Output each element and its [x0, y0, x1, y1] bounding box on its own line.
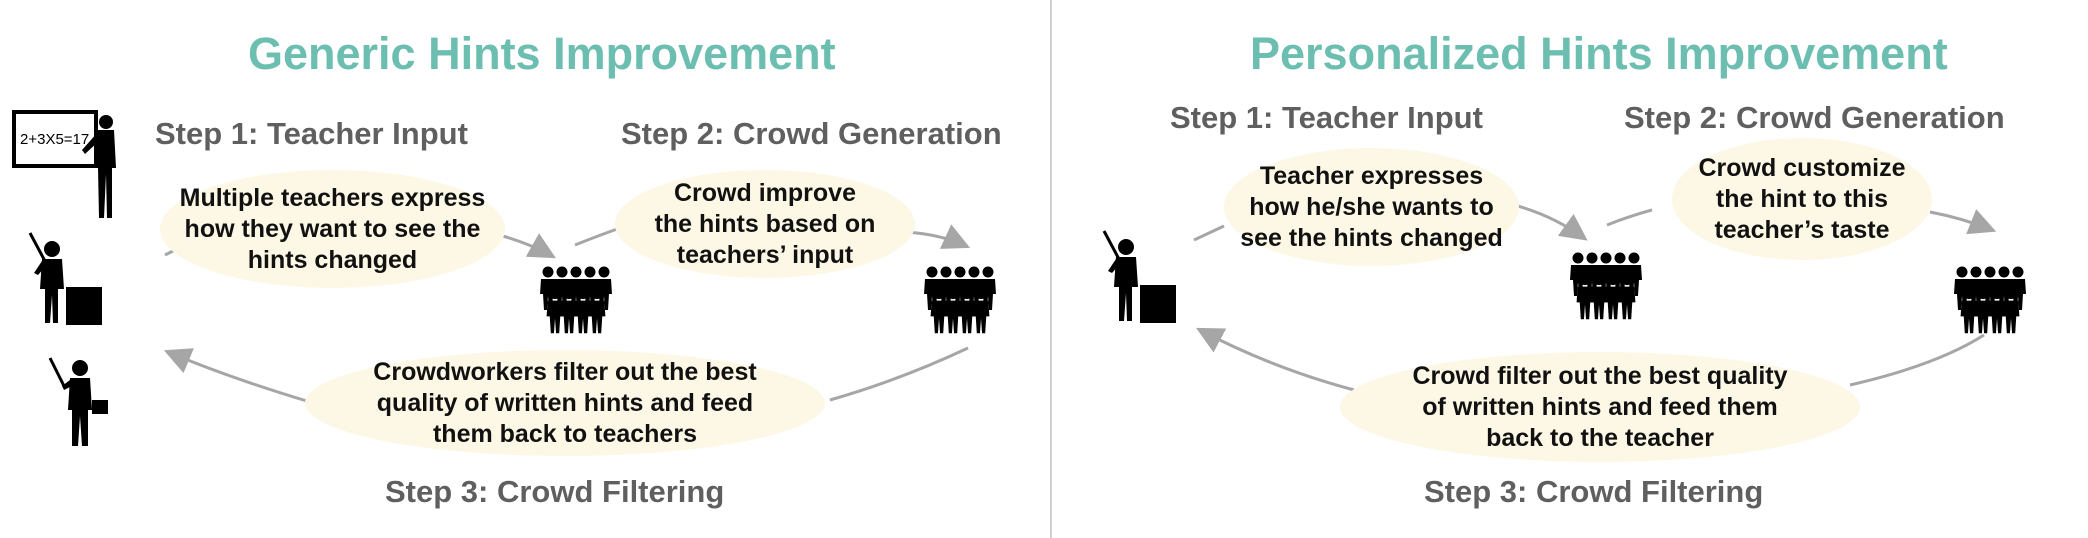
personalized-step3-label: Step 3: Crowd Filtering [1424, 474, 1764, 509]
arrow-icon [163, 348, 311, 404]
arrow-icon [1849, 333, 1985, 387]
panel-divider [1050, 0, 1052, 538]
arrow-icon [829, 346, 969, 402]
crowd-icon [1566, 248, 1646, 328]
personalized-bubble3-text: Crowd filter out the best quality of wri… [1412, 361, 1788, 452]
personalized-bubble2-text: Crowd customize the hint to this teacher… [1698, 153, 1906, 244]
arrow-icon [1606, 208, 1653, 227]
arrow-icon [574, 226, 621, 247]
arrow-icon [1513, 203, 1588, 241]
personalized-title: Personalized Hints Improvement [1250, 28, 1948, 79]
arrow-icon [1193, 224, 1225, 242]
personalized-bubble-crowd-generation: Crowd customize the hint to this teacher… [1672, 138, 1932, 260]
arrow-icon [904, 224, 971, 249]
generic-arrows [163, 224, 971, 404]
generic-step3-label: Step 3: Crowd Filtering [385, 474, 725, 509]
teacher-board-icon: 2+3X5=17 [12, 110, 116, 218]
arrow-icon [1929, 209, 1997, 235]
generic-bubble-crowd-filtering: Crowdworkers filter out the best quality… [305, 350, 825, 456]
personalized-arrows [1193, 203, 1997, 392]
personalized-panel: Personalized Hints Improvement Step 1: T… [1052, 0, 2088, 538]
generic-bubble3-text: Crowdworkers filter out the best quality… [373, 357, 757, 448]
crowd-icon [536, 262, 616, 342]
generic-bubble-teacher-input: Multiple teachers express how they want … [160, 170, 505, 288]
personalized-step1-label: Step 1: Teacher Input [1170, 100, 1483, 135]
generic-bubble2-text: Crowd improve the hints based on teacher… [654, 178, 876, 269]
generic-bubble1-text: Multiple teachers express how they want … [179, 183, 486, 274]
generic-step2-label: Step 2: Crowd Generation [621, 116, 1002, 151]
personalized-bubble-teacher-input: Teacher expresses how he/she wants to se… [1224, 148, 1519, 266]
crowd-icon [1950, 262, 2030, 342]
board-equation: 2+3X5=17 [20, 131, 89, 148]
teacher-desk-icon [1102, 229, 1178, 325]
teacher-desk-icon [28, 231, 104, 327]
arrow-icon [1196, 327, 1355, 392]
generic-title: Generic Hints Improvement [248, 28, 836, 79]
crowd-icon [920, 262, 1000, 342]
generic-bubble-crowd-generation: Crowd improve the hints based on teacher… [615, 170, 915, 278]
personalized-bubble-crowd-filtering: Crowd filter out the best quality of wri… [1340, 352, 1860, 462]
personalized-bubble1-text: Teacher expresses how he/she wants to se… [1240, 161, 1503, 252]
generic-step1-label: Step 1: Teacher Input [155, 116, 468, 151]
teacher-pointer-icon [48, 357, 108, 446]
generic-panel: Generic Hints Improvement Step 1: Teache… [12, 28, 1002, 509]
personalized-step2-label: Step 2: Crowd Generation [1624, 100, 2005, 135]
